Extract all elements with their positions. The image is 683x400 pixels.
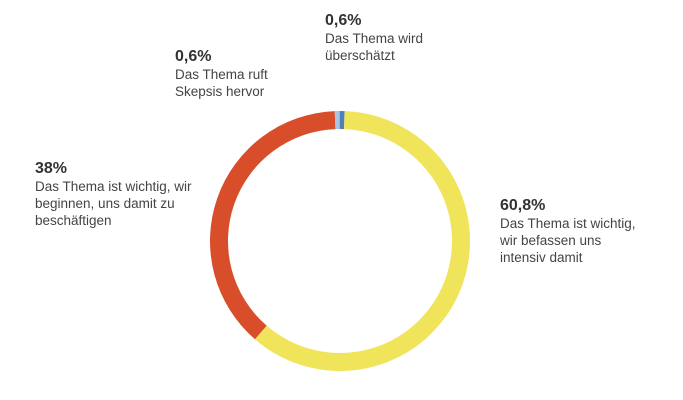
value-label: 0,6%	[175, 48, 212, 65]
slice-label: 0,6% Das Thema wird überschätzt	[325, 12, 437, 64]
category-label: Das Thema ruft Skepsis hervor	[175, 67, 268, 99]
donut-slice	[254, 111, 470, 371]
donut-slice	[334, 111, 340, 130]
value-label: 0,6%	[325, 12, 362, 29]
category-label: Das Thema ist wichtig, wir beginnen, uns…	[35, 179, 192, 228]
category-label: Das Thema wird überschätzt	[325, 31, 424, 63]
donut-slice	[339, 111, 345, 130]
donut-slice	[209, 111, 336, 340]
value-label: 38%	[35, 160, 68, 177]
slice-label: 60,8% Das Thema ist wichtig, wir befasse…	[500, 197, 650, 266]
slice-label: 38% Das Thema ist wichtig, wir beginnen,…	[35, 160, 200, 229]
value-label: 60,8%	[500, 197, 546, 214]
category-label: Das Thema ist wichtig, wir befassen uns …	[500, 216, 636, 265]
slice-label: 0,6% Das Thema ruft Skepsis hervor	[175, 48, 283, 100]
